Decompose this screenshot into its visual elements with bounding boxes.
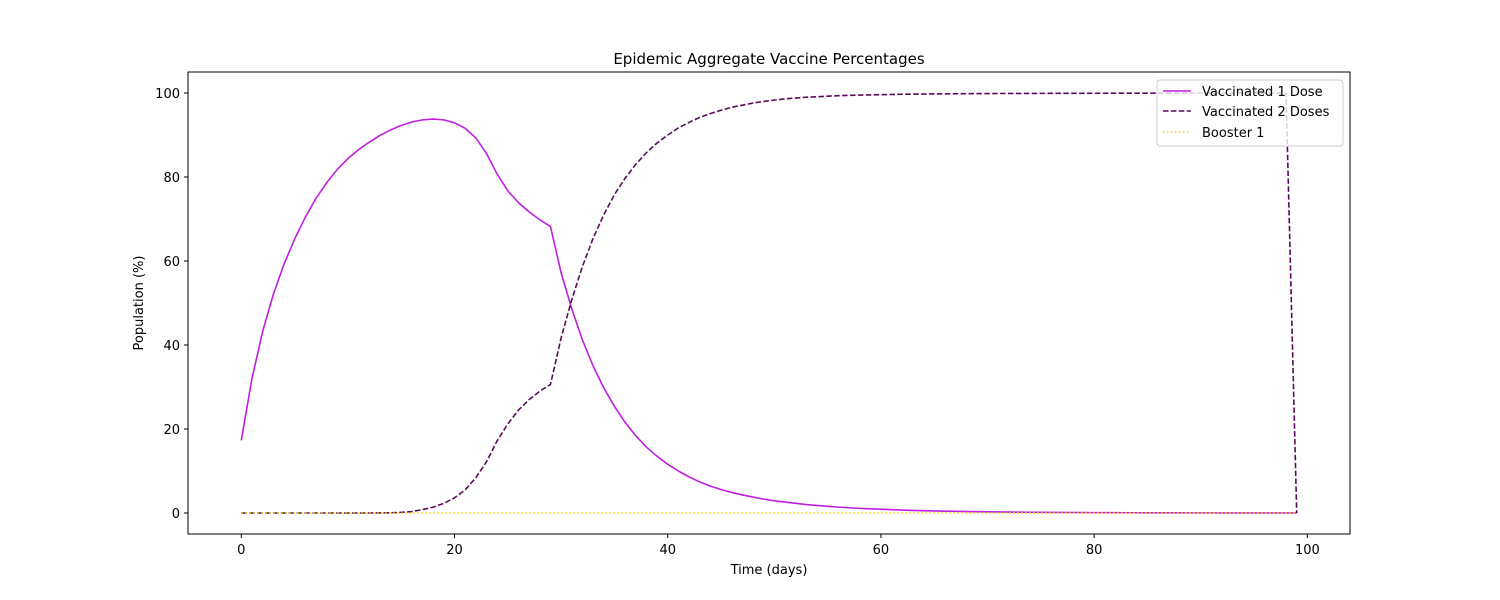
- chart-title: Epidemic Aggregate Vaccine Percentages: [613, 50, 925, 68]
- legend-label-booster-1: Booster 1: [1202, 126, 1264, 141]
- x-tick-label: 100: [1295, 543, 1320, 558]
- y-axis-ticks: 0 20 40 60 80 100: [155, 87, 188, 522]
- plot-area-frame: [187, 71, 1351, 535]
- y-tick-label: 100: [155, 87, 180, 102]
- legend-label-vaccinated-2-doses: Vaccinated 2 Doses: [1202, 105, 1330, 120]
- legend: Vaccinated 1 Dose Vaccinated 2 Doses Boo…: [1156, 79, 1344, 147]
- x-axis-ticks: 0 20 40 60 80 100: [237, 534, 1320, 558]
- y-axis-label: Population (%): [132, 256, 147, 351]
- y-tick-label: 40: [163, 339, 180, 354]
- x-axis-label: Time (days): [730, 563, 808, 578]
- plot-lines: [240, 92, 1298, 514]
- y-tick-label: 60: [163, 255, 180, 270]
- y-tick-label: 20: [163, 423, 180, 438]
- x-tick-label: 40: [659, 543, 676, 558]
- x-tick-label: 60: [873, 543, 890, 558]
- y-tick-label: 80: [163, 171, 180, 186]
- x-tick-label: 0: [237, 543, 245, 558]
- legend-frame: [1156, 79, 1344, 147]
- series-line-vaccinated-1-dose: [240, 118, 1297, 514]
- x-tick-label: 20: [446, 543, 463, 558]
- x-tick-label: 80: [1086, 543, 1103, 558]
- legend-label-vaccinated-1-dose: Vaccinated 1 Dose: [1202, 85, 1323, 100]
- y-tick-label: 0: [172, 507, 180, 522]
- series-line-vaccinated-2-doses: [241, 92, 1298, 514]
